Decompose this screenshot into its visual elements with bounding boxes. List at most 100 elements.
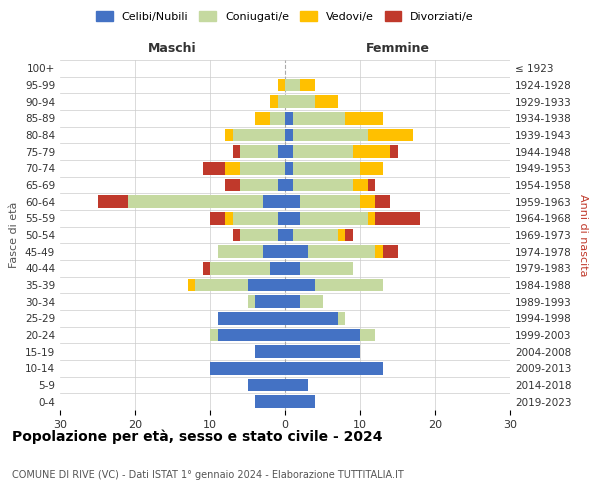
- Bar: [263, 196, 285, 208]
- Bar: [210, 329, 218, 341]
- Bar: [233, 129, 285, 141]
- Bar: [285, 312, 337, 324]
- Text: Popolazione per età, sesso e stato civile - 2024: Popolazione per età, sesso e stato civil…: [12, 430, 383, 444]
- Bar: [128, 196, 263, 208]
- Bar: [353, 179, 367, 192]
- Bar: [367, 212, 375, 224]
- Bar: [240, 146, 277, 158]
- Y-axis label: Fasce di età: Fasce di età: [10, 202, 19, 268]
- Bar: [233, 212, 277, 224]
- Bar: [285, 212, 300, 224]
- Bar: [255, 346, 285, 358]
- Bar: [337, 312, 345, 324]
- Bar: [367, 129, 413, 141]
- Bar: [337, 229, 345, 241]
- Bar: [233, 229, 240, 241]
- Bar: [203, 162, 225, 174]
- Bar: [300, 79, 315, 92]
- Bar: [300, 262, 353, 274]
- Bar: [218, 329, 285, 341]
- Bar: [277, 146, 285, 158]
- Bar: [210, 262, 270, 274]
- Bar: [248, 379, 285, 391]
- Bar: [285, 379, 308, 391]
- Bar: [293, 112, 345, 124]
- Bar: [277, 229, 285, 241]
- Bar: [285, 229, 293, 241]
- Bar: [270, 262, 285, 274]
- Bar: [285, 296, 300, 308]
- Bar: [285, 112, 293, 124]
- Bar: [285, 179, 293, 192]
- Bar: [277, 79, 285, 92]
- Bar: [97, 196, 128, 208]
- Bar: [300, 212, 367, 224]
- Bar: [218, 312, 285, 324]
- Bar: [285, 346, 360, 358]
- Bar: [293, 229, 337, 241]
- Text: Maschi: Maschi: [148, 42, 197, 55]
- Bar: [210, 212, 225, 224]
- Bar: [225, 162, 240, 174]
- Bar: [285, 262, 300, 274]
- Bar: [285, 396, 315, 408]
- Bar: [345, 112, 383, 124]
- Bar: [277, 179, 285, 192]
- Bar: [225, 129, 233, 141]
- Bar: [277, 212, 285, 224]
- Bar: [367, 179, 375, 192]
- Bar: [255, 296, 285, 308]
- Bar: [225, 212, 233, 224]
- Bar: [308, 246, 375, 258]
- Bar: [277, 96, 285, 108]
- Bar: [285, 96, 315, 108]
- Bar: [248, 279, 285, 291]
- Bar: [300, 296, 323, 308]
- Bar: [285, 362, 383, 374]
- Bar: [375, 212, 420, 224]
- Bar: [300, 196, 360, 208]
- Bar: [293, 146, 353, 158]
- Bar: [255, 396, 285, 408]
- Bar: [285, 162, 293, 174]
- Bar: [293, 129, 367, 141]
- Bar: [383, 246, 398, 258]
- Bar: [390, 146, 398, 158]
- Bar: [218, 246, 263, 258]
- Bar: [233, 146, 240, 158]
- Text: Femmine: Femmine: [365, 42, 430, 55]
- Bar: [248, 296, 255, 308]
- Bar: [240, 162, 285, 174]
- Bar: [293, 162, 360, 174]
- Bar: [353, 146, 390, 158]
- Text: COMUNE DI RIVE (VC) - Dati ISTAT 1° gennaio 2024 - Elaborazione TUTTITALIA.IT: COMUNE DI RIVE (VC) - Dati ISTAT 1° genn…: [12, 470, 404, 480]
- Y-axis label: Anni di nascita: Anni di nascita: [578, 194, 588, 276]
- Bar: [210, 362, 285, 374]
- Bar: [285, 79, 300, 92]
- Bar: [263, 246, 285, 258]
- Bar: [360, 329, 375, 341]
- Bar: [240, 179, 277, 192]
- Bar: [225, 179, 240, 192]
- Bar: [293, 179, 353, 192]
- Bar: [285, 279, 315, 291]
- Bar: [203, 262, 210, 274]
- Bar: [285, 329, 360, 341]
- Bar: [195, 279, 248, 291]
- Bar: [270, 96, 277, 108]
- Legend: Celibi/Nubili, Coniugati/e, Vedovi/e, Divorziati/e: Celibi/Nubili, Coniugati/e, Vedovi/e, Di…: [92, 7, 478, 26]
- Bar: [360, 162, 383, 174]
- Bar: [270, 112, 285, 124]
- Bar: [285, 129, 293, 141]
- Bar: [345, 229, 353, 241]
- Bar: [187, 279, 195, 291]
- Bar: [375, 246, 383, 258]
- Bar: [255, 112, 270, 124]
- Bar: [315, 279, 383, 291]
- Bar: [360, 196, 375, 208]
- Bar: [375, 196, 390, 208]
- Bar: [285, 246, 308, 258]
- Bar: [315, 96, 337, 108]
- Bar: [240, 229, 277, 241]
- Bar: [285, 196, 300, 208]
